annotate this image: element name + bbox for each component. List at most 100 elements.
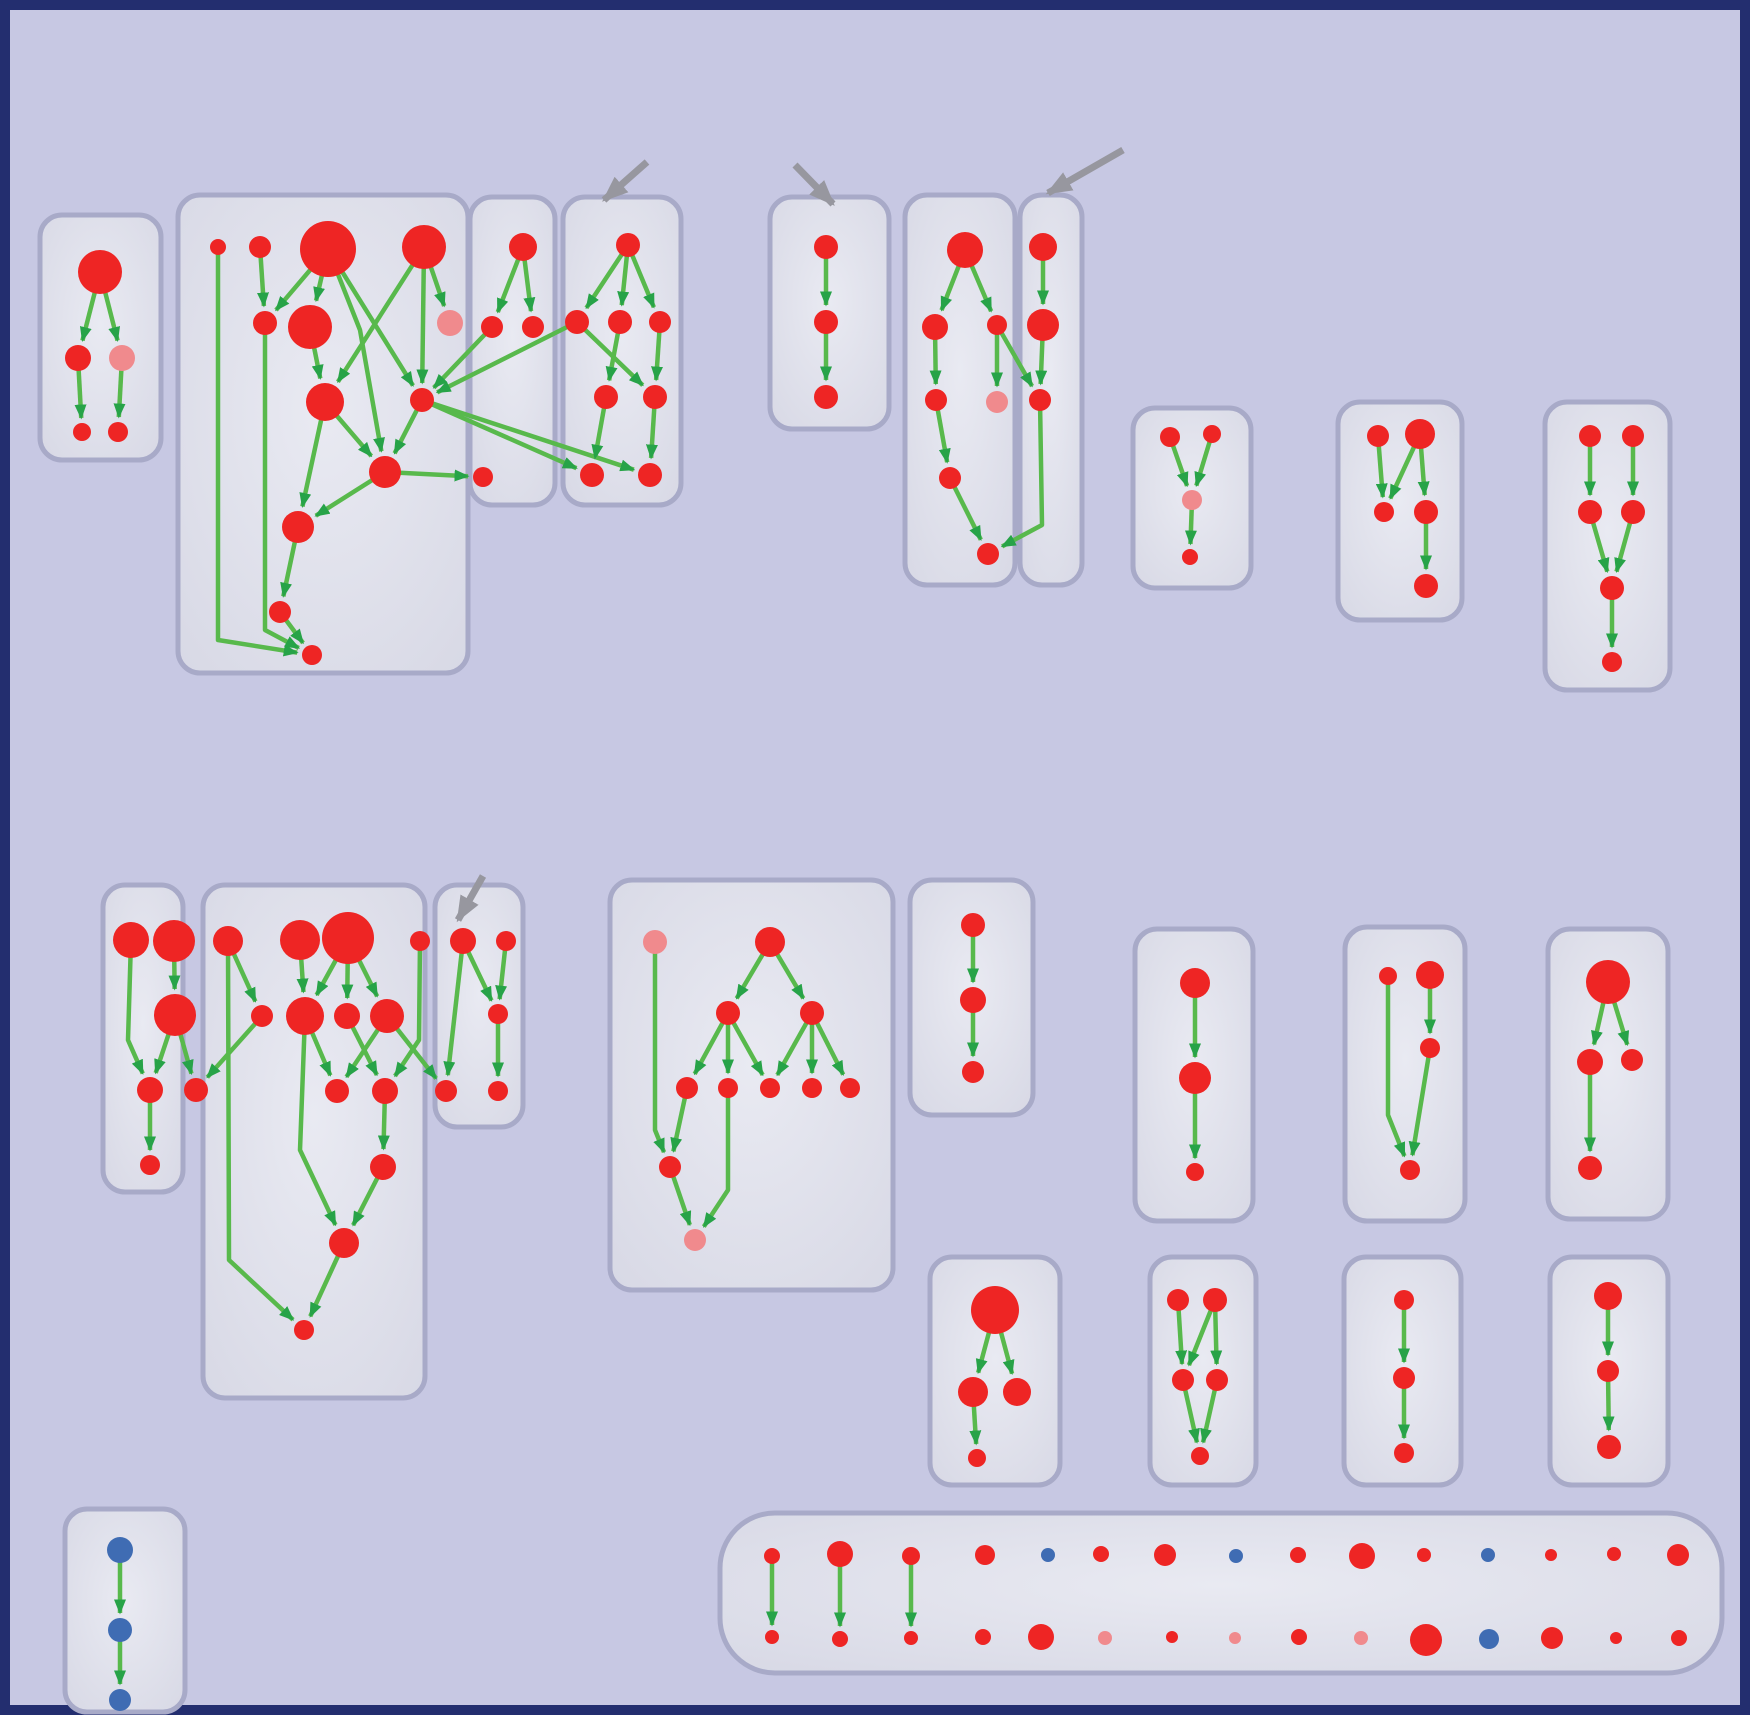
gene-node-blue — [107, 1537, 133, 1563]
gene-node-red — [1029, 233, 1057, 261]
gene-node-red — [1621, 1049, 1643, 1071]
gene-node-red — [975, 1545, 995, 1565]
gene-node-pink — [1098, 1631, 1112, 1645]
gene-node-red — [108, 422, 128, 442]
box-mixed-bar — [717, 1510, 1725, 1676]
edge-arrow — [262, 323, 301, 650]
gene-node-red — [1093, 1546, 1109, 1562]
gene-node-red — [987, 315, 1007, 335]
gene-node-red — [288, 305, 332, 349]
gene-node-red — [755, 927, 785, 957]
gene-node-red — [1182, 549, 1198, 565]
gene-node-red — [1671, 1630, 1687, 1646]
gene-node-red — [1578, 500, 1602, 524]
edge-arrow — [1000, 399, 1045, 549]
gene-node-red — [1179, 1062, 1211, 1094]
gene-node-red — [814, 385, 838, 409]
gene-node-red — [1166, 1631, 1178, 1643]
gene-node-pink — [109, 345, 135, 371]
gene-node-red — [1610, 1632, 1622, 1644]
gene-node-red — [1186, 1163, 1204, 1181]
gene-node-red — [1203, 425, 1221, 443]
edge-arrow — [947, 476, 983, 542]
gene-node-red — [659, 1156, 681, 1178]
gene-node-red — [450, 928, 476, 954]
edge-arrow — [215, 247, 299, 657]
edge-arrow — [205, 1014, 264, 1079]
edge-arrow — [435, 319, 579, 395]
gene-node-red — [280, 920, 320, 960]
label-pointer-arrow — [1045, 146, 1125, 197]
gene-node-red — [137, 1077, 163, 1103]
gene-node-red — [716, 1001, 740, 1025]
gene-node-red — [140, 1155, 160, 1175]
gene-node-red — [1414, 500, 1438, 524]
gene-node-red — [1420, 1038, 1440, 1058]
gene-node-red — [814, 310, 838, 334]
gene-node-red — [1203, 1288, 1227, 1312]
gene-node-red — [1291, 1629, 1307, 1645]
gene-node-red — [947, 232, 983, 268]
gene-node-red — [649, 311, 671, 333]
gene-node-red — [939, 467, 961, 489]
gene-node-red — [802, 1078, 822, 1098]
gene-node-red — [210, 239, 226, 255]
gene-node-red — [1400, 1160, 1420, 1180]
gene-node-red — [760, 1078, 780, 1098]
gene-node-red — [410, 931, 430, 951]
edge-arrow — [701, 1088, 731, 1228]
gene-node-pink — [986, 391, 1008, 413]
gene-node-red — [184, 1078, 208, 1102]
gene-node-red — [1622, 425, 1644, 447]
gene-node-red — [1206, 1369, 1228, 1391]
edge-arrow — [225, 940, 295, 1322]
gene-node-red — [975, 1629, 991, 1645]
gene-node-red — [904, 1631, 918, 1645]
gene-node-red — [1393, 1367, 1415, 1389]
gene-node-red — [1349, 1543, 1375, 1569]
gene-node-red — [1597, 1360, 1619, 1382]
gene-node-red — [251, 1005, 273, 1027]
gene-node-red — [249, 236, 271, 258]
gene-node-red — [1027, 309, 1059, 341]
gene-node-red — [1172, 1369, 1194, 1391]
gene-node-blue — [1229, 1549, 1243, 1563]
gene-node-red — [1160, 427, 1180, 447]
gene-node-red — [765, 1630, 779, 1644]
gene-node-red — [1394, 1290, 1414, 1310]
label-pointer-arrow — [792, 162, 836, 207]
gene-node-pink — [1182, 490, 1202, 510]
edge-arrow — [421, 397, 578, 471]
gene-node-red — [282, 511, 314, 543]
gene-node-red — [1621, 500, 1645, 524]
box-chromosome — [1147, 1254, 1259, 1488]
gene-node-red — [961, 913, 985, 937]
gene-node-red — [1029, 389, 1051, 411]
gene-node-red — [977, 543, 999, 565]
gene-node-red — [925, 389, 947, 411]
box-nucleolus — [1342, 924, 1468, 1224]
gene-node-red — [1667, 1544, 1689, 1566]
gene-node-red — [488, 1081, 508, 1101]
gene-node-red — [840, 1078, 860, 1098]
gene-node-red — [616, 233, 640, 257]
gene-node-red — [213, 926, 243, 956]
edge-arrow — [325, 248, 385, 453]
gene-node-red — [78, 250, 122, 294]
label-pointer-arrow — [601, 159, 650, 203]
gene-node-red — [832, 1631, 848, 1647]
gene-node-red — [481, 316, 503, 338]
gene-node-red — [1416, 961, 1444, 989]
gene-node-red — [65, 345, 91, 371]
gene-node-red — [496, 931, 516, 951]
box-trna-mf-1 — [607, 877, 896, 1293]
gene-node-red — [580, 463, 604, 487]
gene-node-red — [902, 1547, 920, 1565]
gene-node-pink — [437, 310, 463, 336]
gene-node-red — [1597, 1435, 1621, 1459]
box-nuclear-transport — [1335, 399, 1465, 623]
edge-arrow — [432, 325, 494, 390]
gene-node-red — [1414, 574, 1438, 598]
